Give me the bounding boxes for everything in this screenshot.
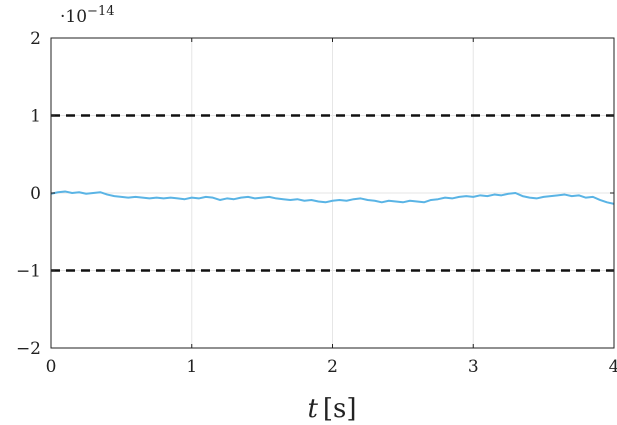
x-tick-label-4: 4 <box>609 357 617 377</box>
tick-marks <box>50 37 615 349</box>
bound-lines <box>51 114 614 272</box>
series-group <box>50 190 615 205</box>
grid-lines <box>50 37 615 349</box>
x-tick-label-2: 2 <box>327 357 338 377</box>
x-tick-label-3: 3 <box>468 357 479 377</box>
y-axis-exponent: −14 <box>87 4 114 19</box>
y-tick-label-2: 0 <box>30 184 41 204</box>
y-tick-label-0: 2 <box>30 29 41 49</box>
y-tick-label-1: 1 <box>30 107 41 127</box>
x-tick-label-1: 1 <box>186 357 197 377</box>
y-tick-label-3: −1 <box>16 262 41 282</box>
x-axis-label: t [s] <box>307 394 356 424</box>
y-axis-multiplier: ·10−14 <box>60 4 114 27</box>
y-tick-label-4: −2 <box>16 339 41 359</box>
x-tick-label-0: 0 <box>46 357 57 377</box>
x-tick-labels: 0 1 2 3 4 <box>46 357 617 377</box>
signal-series-line-0 <box>50 190 615 205</box>
y-tick-labels: 2 1 0 −1 −2 <box>16 29 41 359</box>
